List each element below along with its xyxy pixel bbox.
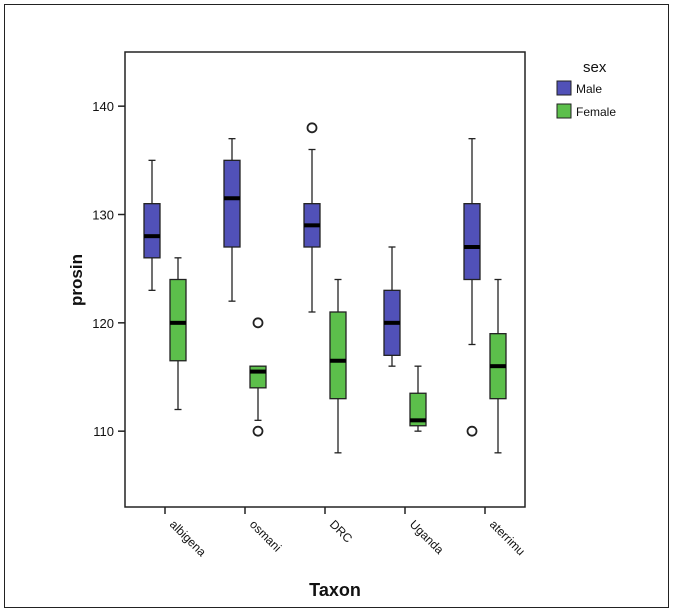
box-osmani-male-box xyxy=(223,159,241,248)
legend-swatch-male xyxy=(556,80,572,96)
y-tick-label-120: 120 xyxy=(92,316,114,331)
box-albigena-female-box xyxy=(169,278,187,362)
box-osmani-female-outlier-1 xyxy=(252,425,264,437)
y-tick-label-110: 110 xyxy=(93,424,114,439)
y-axis: 110 120 130 140 xyxy=(92,99,125,439)
x-tick-label-albigena: albigena xyxy=(167,517,209,559)
x-tick-label-Uganda: Uganda xyxy=(407,517,447,557)
y-axis-label: prosin xyxy=(67,254,86,306)
box-albigena-male-box xyxy=(143,203,161,259)
x-axis-label: Taxon xyxy=(309,580,361,600)
legend-title: sex xyxy=(583,59,607,76)
box-osmani-female-outlier-0 xyxy=(252,317,264,329)
x-tick-label-osmani: osmani xyxy=(247,517,284,554)
x-tick-label-DRC: DRC xyxy=(327,517,356,546)
box-aterrimu-male-outlier-0 xyxy=(466,425,478,437)
box-DRC-male-outlier-0 xyxy=(306,122,318,134)
legend-label-male: Male xyxy=(576,82,602,96)
x-axis: albigena osmani DRC Uganda aterrimu xyxy=(164,507,528,559)
x-tick-label-aterrimu: aterrimu xyxy=(487,517,528,558)
box-Uganda-female-box xyxy=(409,392,427,427)
legend-label-female: Female xyxy=(576,105,616,119)
legend-swatch-female xyxy=(556,103,572,119)
y-tick-label-130: 130 xyxy=(92,208,114,223)
boxes-layer xyxy=(143,122,507,454)
box-DRC-female-box xyxy=(329,311,347,400)
box-osmani-female-box xyxy=(249,365,267,389)
box-aterrimu-male-box xyxy=(463,203,481,281)
legend: sex Male Female xyxy=(556,59,616,119)
y-tick-label-140: 140 xyxy=(92,99,114,114)
